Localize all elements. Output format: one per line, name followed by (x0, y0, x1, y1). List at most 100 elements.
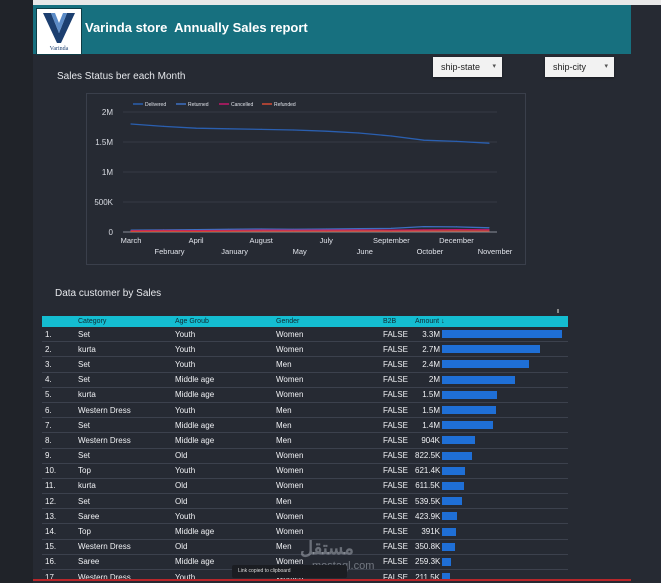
row-category: Top (75, 523, 172, 540)
table-row[interactable]: 1. Set Youth Women FALSE 3.3M (42, 327, 568, 343)
logo-text: Varinda (49, 46, 69, 52)
row-category: Saree (75, 554, 172, 571)
data-point (293, 230, 295, 232)
row-category: Set (75, 417, 172, 434)
data-point (358, 229, 360, 231)
data-point (228, 228, 230, 230)
x-tick-label: April (189, 236, 204, 245)
x-tick-label: October (417, 247, 444, 256)
x-tick-label: January (221, 247, 248, 256)
row-amount: 259.3K (412, 554, 442, 571)
report-header: Varinda Varinda store Annually Sales rep… (33, 5, 631, 55)
table-row[interactable]: 6. Western Dress Youth Men FALSE 1.5M (42, 402, 568, 419)
data-point (228, 230, 230, 232)
row-amount: 2M (412, 372, 442, 388)
amount-bar (442, 330, 562, 339)
table-row[interactable]: 9. Set Old Women FALSE 822.5K (42, 448, 568, 464)
table-row[interactable]: 5. kurta Middle age Women FALSE 1.5M (42, 387, 568, 403)
row-b2b: FALSE (380, 463, 412, 479)
table-row[interactable]: 15. Western Dress Old Men FALSE 350.8K (42, 539, 568, 555)
data-point (488, 227, 490, 229)
row-index: 6. (42, 402, 75, 419)
left-gutter (0, 0, 33, 583)
amount-bar (442, 527, 456, 536)
table-row[interactable]: 14. Top Middle age Women FALSE 391K (42, 523, 568, 540)
logo-v-icon (43, 13, 75, 43)
data-point (195, 127, 197, 129)
row-amount: 621.4K (412, 463, 442, 479)
col-gender[interactable]: Gender (276, 318, 300, 325)
table-row[interactable]: 8. Western Dress Middle age Men FALSE 904K (42, 432, 568, 449)
table-scroll-indicator[interactable] (557, 309, 559, 313)
row-amount-bar-cell (442, 493, 568, 510)
row-index: 1. (42, 327, 75, 343)
row-index: 14. (42, 523, 75, 540)
table-row[interactable]: 13. Saree Youth Women FALSE 423.9K (42, 508, 568, 525)
data-point (390, 227, 392, 229)
row-amount: 423.9K (412, 508, 442, 525)
row-category: Set (75, 356, 172, 373)
row-age-group: Middle age (172, 432, 273, 449)
data-point (325, 228, 327, 230)
data-point (488, 230, 490, 232)
legend-label: Cancelled (231, 102, 253, 108)
row-b2b: FALSE (380, 402, 412, 419)
ship-state-filter[interactable]: ship-state ▾ (433, 57, 502, 77)
table-row[interactable]: 3. Set Youth Men FALSE 2.4M (42, 356, 568, 373)
amount-bar (442, 466, 465, 475)
data-point (423, 226, 425, 228)
row-age-group: Youth (172, 463, 273, 479)
row-age-group: Middle age (172, 372, 273, 388)
row-gender: Women (273, 327, 380, 343)
row-index: 15. (42, 539, 75, 555)
row-index: 11. (42, 478, 75, 495)
data-point (162, 125, 165, 127)
row-category: Top (75, 463, 172, 479)
data-point (130, 230, 132, 232)
col-b2b[interactable]: B2B (383, 318, 397, 325)
data-point (455, 229, 458, 231)
ship-city-filter[interactable]: ship-city ▾ (545, 57, 614, 77)
amount-bar (442, 436, 475, 445)
table-row[interactable]: 4. Set Middle age Women FALSE 2M (42, 372, 568, 388)
row-category: Western Dress (75, 432, 172, 449)
row-b2b: FALSE (380, 539, 412, 555)
row-age-group: Middle age (172, 417, 273, 434)
row-gender: Men (273, 356, 380, 373)
row-amount: 611.5K (412, 478, 442, 495)
row-category: Saree (75, 508, 172, 525)
row-category: Set (75, 448, 172, 464)
table-row[interactable]: 10. Top Youth Women FALSE 621.4K (42, 463, 568, 479)
table-row[interactable]: 7. Set Middle age Men FALSE 1.4M (42, 417, 568, 434)
row-gender: Women (273, 478, 380, 495)
col-category[interactable]: Category (78, 318, 107, 325)
row-amount: 3.3M (412, 327, 442, 343)
row-category: kurta (75, 478, 172, 495)
row-age-group: Youth (172, 402, 273, 419)
table-header-row: Category Age Groub Gender B2B Amount ↓ (42, 316, 568, 327)
col-index (42, 316, 75, 327)
x-tick-label: November (478, 247, 513, 256)
col-amount[interactable]: Amount ↓ (415, 318, 445, 325)
x-tick-label: September (373, 236, 410, 245)
row-amount: 1.5M (412, 402, 442, 419)
data-point (260, 230, 262, 232)
row-index: 7. (42, 417, 75, 434)
table-row[interactable]: 11. kurta Old Women FALSE 611.5K (42, 478, 568, 495)
row-amount: 822.5K (412, 448, 442, 464)
row-index: 9. (42, 448, 75, 464)
row-index: 16. (42, 554, 75, 571)
row-gender: Men (273, 417, 380, 434)
sales-chart-title: Sales Status ber each Month (57, 71, 186, 82)
bottom-accent-line (33, 579, 631, 581)
row-gender: Women (273, 463, 380, 479)
table-row[interactable]: 12. Set Old Men FALSE 539.5K (42, 493, 568, 510)
y-tick-label: 2M (102, 108, 113, 117)
amount-bar (442, 573, 450, 582)
chevron-down-icon: ▾ (492, 63, 496, 70)
row-amount-bar-cell (442, 539, 568, 555)
row-amount-bar-cell (442, 387, 568, 403)
data-point (260, 228, 262, 230)
col-age-group[interactable]: Age Groub (175, 318, 209, 325)
table-row[interactable]: 2. kurta Youth Women FALSE 2.7M (42, 341, 568, 358)
